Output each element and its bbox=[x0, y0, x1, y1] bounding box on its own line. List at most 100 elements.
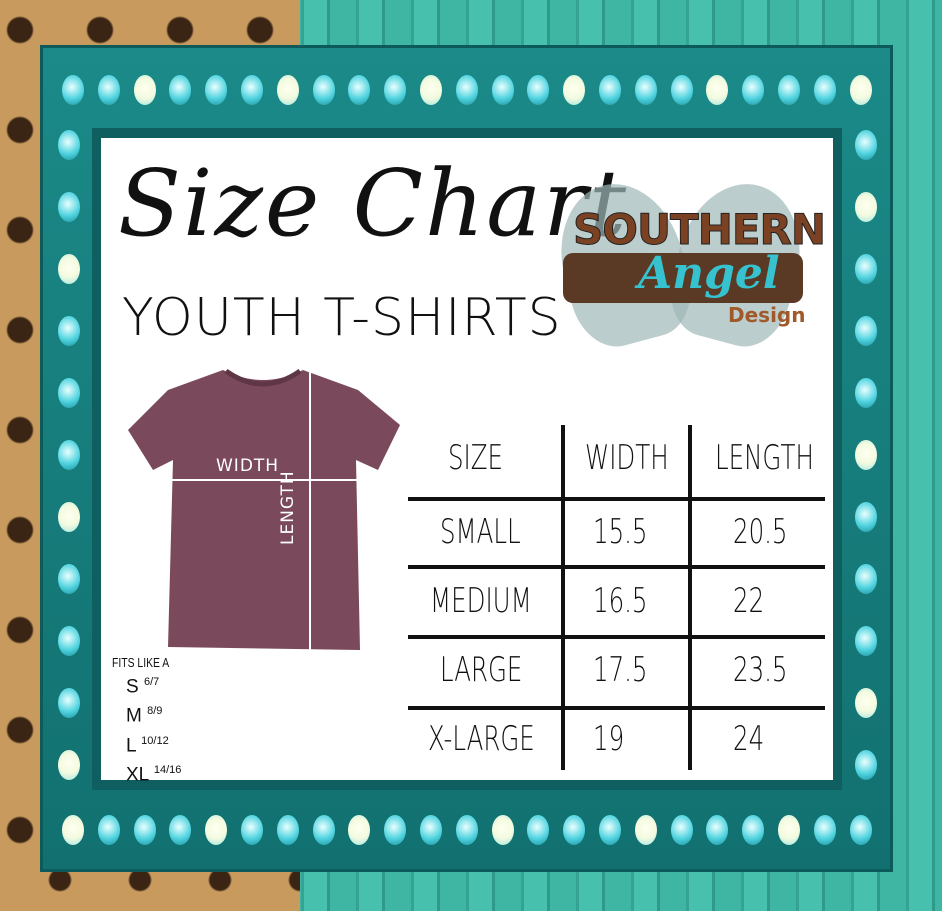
bulb bbox=[58, 440, 80, 470]
bulb bbox=[855, 254, 877, 284]
table-cell: 16.5 bbox=[593, 581, 648, 621]
bulb bbox=[491, 75, 514, 105]
bulb bbox=[241, 75, 263, 105]
bulb bbox=[455, 815, 478, 845]
bulb bbox=[348, 815, 371, 845]
bulb bbox=[97, 815, 120, 845]
bulb bbox=[58, 130, 80, 160]
bulb bbox=[855, 440, 877, 470]
bulb bbox=[855, 378, 877, 408]
bulb bbox=[813, 815, 836, 845]
table-cell: 19 bbox=[593, 719, 625, 759]
fits-row: S 6/7 bbox=[126, 670, 202, 699]
bulb bbox=[670, 815, 693, 845]
bulb bbox=[778, 75, 800, 105]
bulb bbox=[634, 75, 657, 105]
bulb bbox=[97, 75, 120, 105]
bulb bbox=[599, 815, 621, 845]
bulb bbox=[312, 75, 335, 105]
width-label: WIDTH bbox=[216, 456, 280, 476]
table-cell: MEDIUM bbox=[430, 581, 532, 621]
bulb bbox=[778, 815, 800, 845]
fits-size: XL bbox=[126, 764, 149, 786]
table-cell: SMALL bbox=[440, 512, 521, 552]
fits-row: XL 14/16 bbox=[126, 758, 202, 787]
logo-splash bbox=[563, 253, 803, 303]
bulb bbox=[527, 75, 550, 105]
bulb bbox=[855, 192, 877, 222]
column-header: LENGTH bbox=[715, 438, 814, 478]
bulb bbox=[563, 75, 586, 105]
fits-ages: 6/7 bbox=[143, 676, 160, 688]
length-label: LENGTH bbox=[278, 470, 298, 545]
table-cell: 17.5 bbox=[593, 650, 648, 690]
bulb bbox=[312, 815, 335, 845]
fits-row: M 8/9 bbox=[126, 699, 202, 728]
fits-ages: 8/9 bbox=[147, 705, 163, 718]
bulb bbox=[742, 75, 765, 105]
bulb bbox=[58, 688, 80, 718]
bulb bbox=[599, 75, 621, 105]
title: Size Chart bbox=[118, 150, 629, 257]
logo-word: SOUTHERN bbox=[572, 205, 826, 255]
tshirt-image: WIDTH LENGTH bbox=[128, 365, 400, 650]
bulb bbox=[348, 75, 371, 105]
bulb bbox=[133, 75, 156, 105]
table-rule bbox=[561, 425, 565, 770]
bulb bbox=[58, 564, 80, 594]
table-cell: 22 bbox=[733, 581, 765, 621]
bulb bbox=[855, 502, 877, 532]
bulb bbox=[62, 75, 84, 105]
table-cell: 24 bbox=[733, 719, 765, 759]
bulb bbox=[205, 75, 228, 105]
bulb bbox=[813, 75, 836, 105]
bulb bbox=[849, 815, 872, 845]
tshirt-icon bbox=[128, 365, 400, 650]
bulb bbox=[670, 75, 693, 105]
bulb bbox=[455, 75, 478, 105]
bulb bbox=[849, 75, 872, 105]
bulb bbox=[634, 815, 657, 845]
bulb bbox=[563, 815, 586, 845]
bulb bbox=[384, 815, 407, 845]
bulb bbox=[855, 130, 877, 160]
bulb bbox=[384, 75, 407, 105]
fits-like-guide: FITS LIKE A S 6/7 M 8/9 L 10/12 XL 14/16 bbox=[112, 655, 202, 787]
fits-ages: 14/16 bbox=[153, 763, 182, 776]
fits-size: S bbox=[126, 676, 139, 698]
bulb bbox=[855, 688, 877, 718]
bulb bbox=[133, 815, 156, 845]
fits-size: M bbox=[126, 705, 142, 727]
column-header: SIZE bbox=[448, 438, 504, 478]
bulb bbox=[241, 815, 263, 845]
bulb bbox=[420, 75, 442, 105]
bulb bbox=[169, 815, 192, 845]
bulb bbox=[855, 316, 877, 346]
brand-logo: SOUTHERN Angel Design bbox=[544, 170, 827, 356]
bulb bbox=[276, 75, 299, 105]
fits-row: L 10/12 bbox=[126, 729, 202, 758]
fits-size: L bbox=[126, 734, 136, 756]
fits-heading: FITS LIKE A bbox=[112, 655, 170, 670]
bulb bbox=[58, 192, 80, 222]
table-rule bbox=[408, 706, 825, 710]
column-header: WIDTH bbox=[585, 438, 669, 478]
bulb bbox=[527, 815, 550, 845]
table-cell: X-LARGE bbox=[428, 719, 535, 759]
bulb bbox=[62, 815, 84, 845]
subtitle: YOUTH T-SHIRTS bbox=[122, 288, 562, 348]
table-cell: LARGE bbox=[440, 650, 523, 690]
bulb bbox=[58, 316, 80, 346]
bulb bbox=[58, 750, 80, 780]
bulb bbox=[742, 815, 765, 845]
bulb bbox=[205, 815, 228, 845]
table-rule bbox=[408, 635, 825, 639]
bulb bbox=[169, 75, 192, 105]
table-cell: 20.5 bbox=[733, 512, 788, 552]
table-rule bbox=[408, 497, 825, 501]
table-cell: 15.5 bbox=[593, 512, 648, 552]
fits-ages: 10/12 bbox=[141, 734, 169, 747]
bulb bbox=[855, 626, 877, 656]
bulb bbox=[491, 815, 514, 845]
bulb bbox=[58, 626, 80, 656]
